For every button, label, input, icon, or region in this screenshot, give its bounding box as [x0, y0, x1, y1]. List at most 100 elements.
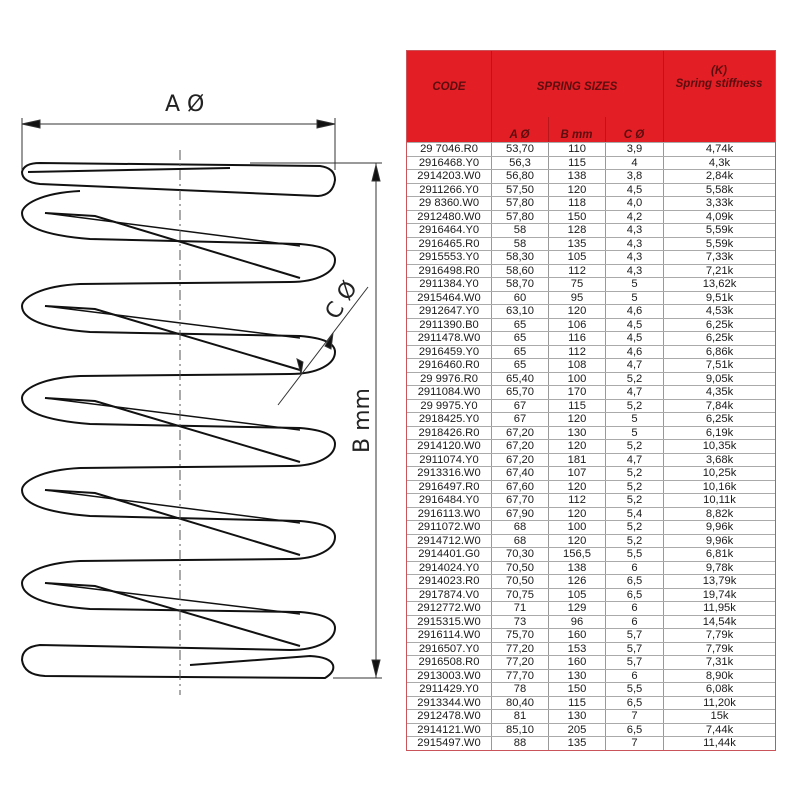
cell-b: 107: [548, 467, 605, 480]
table-row: 2916498.R0 58,60 112 4,3 7,21k: [407, 263, 775, 277]
table-row: 29 9976.R0 65,40 100 5,2 9,05k: [407, 371, 775, 385]
cell-c: 6,5: [605, 723, 663, 736]
cell-code: 2916459.Y0: [418, 345, 480, 358]
table-row: 2916465.R0 58 135 4,3 5,59k: [407, 236, 775, 250]
cell-b: 150: [548, 210, 605, 223]
cell-a: 73: [491, 615, 548, 628]
cell-code: 2913316.W0: [417, 467, 481, 479]
cell-stiffness: 6,25k: [663, 318, 775, 331]
coil-strand: [44, 397, 301, 463]
cell-c: 4,5: [605, 183, 663, 196]
table-row: 2913344.W0 80,40 115 6,5 11,20k: [407, 695, 775, 709]
cell-a: 67: [491, 413, 548, 426]
cell-code: 2915553.Y0: [418, 251, 480, 263]
cell-a: 67,20: [491, 440, 548, 453]
table-row: 2912478.W0 81 130 7 15k: [407, 709, 775, 723]
cell-code: 2912480.W0: [417, 210, 481, 223]
coil-strand: [44, 305, 301, 339]
table-row: 2914023.R0 70,50 126 6,5 13,79k: [407, 574, 775, 588]
cell-c: 4,3: [605, 251, 663, 264]
cell-b: 112: [548, 264, 605, 277]
cell-b: 120: [548, 480, 605, 493]
cell-c: 3,9: [605, 143, 663, 156]
cell-code: 29 9976.R0: [420, 372, 478, 385]
table-row: 2911072.W0 68 100 5,2 9,96k: [407, 520, 775, 534]
cell-c: 4,6: [605, 345, 663, 358]
cell-stiffness: 9,96k: [663, 521, 775, 534]
cell-code: 2916460.R0: [418, 359, 480, 371]
coil-strand: [44, 489, 301, 556]
table-row: 2911478.W0 65 116 4,5 6,25k: [407, 331, 775, 345]
cell-code: 29 7046.R0: [420, 143, 478, 155]
cell-b: 106: [548, 318, 605, 331]
table-row: 2913316.W0 67,40 107 5,2 10,25k: [407, 466, 775, 480]
cell-a: 70,30: [491, 548, 548, 561]
table-row: 2916459.Y0 65 112 4,6 6,86k: [407, 344, 775, 358]
cell-c: 5,7: [605, 642, 663, 655]
cell-stiffness: 3,33k: [663, 197, 775, 210]
cell-stiffness: 4,74k: [663, 143, 775, 156]
cell-c: 7: [605, 737, 663, 750]
cell-a: 80,40: [491, 696, 548, 709]
cell-a: 68: [491, 521, 548, 534]
table-row: 2917874.V0 70,75 105 6,5 19,74k: [407, 587, 775, 601]
cell-stiffness: 9,78k: [663, 561, 775, 574]
table-row: 2916460.R0 65 108 4,7 7,51k: [407, 358, 775, 372]
cell-c: 5: [605, 278, 663, 291]
spring-drawing: A Ø B mm C Ø: [0, 0, 400, 800]
cell-b: 126: [548, 575, 605, 588]
cell-a: 77,20: [491, 642, 548, 655]
cell-code: 2911266.Y0: [419, 183, 479, 196]
coil-strand: [79, 373, 291, 377]
cell-c: 5,7: [605, 629, 663, 642]
cell-a: 67,60: [491, 480, 548, 493]
cell-stiffness: 13,62k: [663, 278, 775, 291]
cell-a: 58: [491, 237, 548, 250]
cell-b: 110: [548, 143, 605, 156]
cell-a: 56,3: [491, 156, 548, 169]
table-row: 2914401.G0 70,30 156,5 5,5 6,81k: [407, 547, 775, 561]
cell-b: 120: [548, 305, 605, 318]
table-row: 2913003.W0 77,70 130 6 8,90k: [407, 668, 775, 682]
header-spring-sizes: SPRING SIZES: [536, 81, 618, 93]
coil-strand: [79, 281, 291, 285]
cell-b: 115: [548, 399, 605, 412]
cell-stiffness: 6,25k: [663, 332, 775, 345]
cell-a: 56,80: [491, 170, 548, 183]
header-code: CODE: [432, 81, 466, 93]
cell-b: 75: [548, 278, 605, 291]
cell-stiffness: 10,16k: [663, 480, 775, 493]
cell-b: 156,5: [548, 548, 605, 561]
table-row: 2914121.W0 85,10 205 6,5 7,44k: [407, 722, 775, 736]
table-row: 2914712.W0 68 120 5,2 9,96k: [407, 533, 775, 547]
cell-code: 2915315.W0: [417, 615, 481, 628]
cell-c: 5: [605, 426, 663, 439]
table-row: 2918425.Y0 67 120 5 6,25k: [407, 412, 775, 426]
cell-b: 108: [548, 359, 605, 372]
dimension-c: [277, 286, 369, 406]
table-row: 2916508.R0 77,20 160 5,7 7,31k: [407, 655, 775, 669]
table-row: 2911390.B0 65 106 4,5 6,25k: [407, 317, 775, 331]
cell-stiffness: 4,53k: [663, 305, 775, 318]
cell-c: 6: [605, 602, 663, 615]
cell-c: 6: [605, 669, 663, 682]
cell-stiffness: 8,90k: [663, 669, 775, 682]
cell-a: 58,60: [491, 264, 548, 277]
cell-b: 138: [548, 561, 605, 574]
cell-stiffness: 7,31k: [663, 656, 775, 669]
cell-c: 4,7: [605, 453, 663, 466]
cell-stiffness: 11,20k: [663, 696, 775, 709]
cell-stiffness: 9,51k: [663, 291, 775, 304]
cell-b: 181: [548, 453, 605, 466]
coil-strand: [20, 643, 335, 680]
table-row: 2916484.Y0 67,70 112 5,2 10,11k: [407, 493, 775, 507]
table-row: 2918426.R0 67,20 130 5 6,19k: [407, 425, 775, 439]
cell-c: 5,2: [605, 372, 663, 385]
cell-b: 138: [548, 170, 605, 183]
cell-stiffness: 6,08k: [663, 683, 775, 696]
cell-stiffness: 2,84k: [663, 170, 775, 183]
cell-code: 29 8360.W0: [418, 197, 480, 209]
cell-code: 2916497.R0: [418, 480, 480, 493]
cell-b: 120: [548, 413, 605, 426]
cell-b: 105: [548, 251, 605, 264]
